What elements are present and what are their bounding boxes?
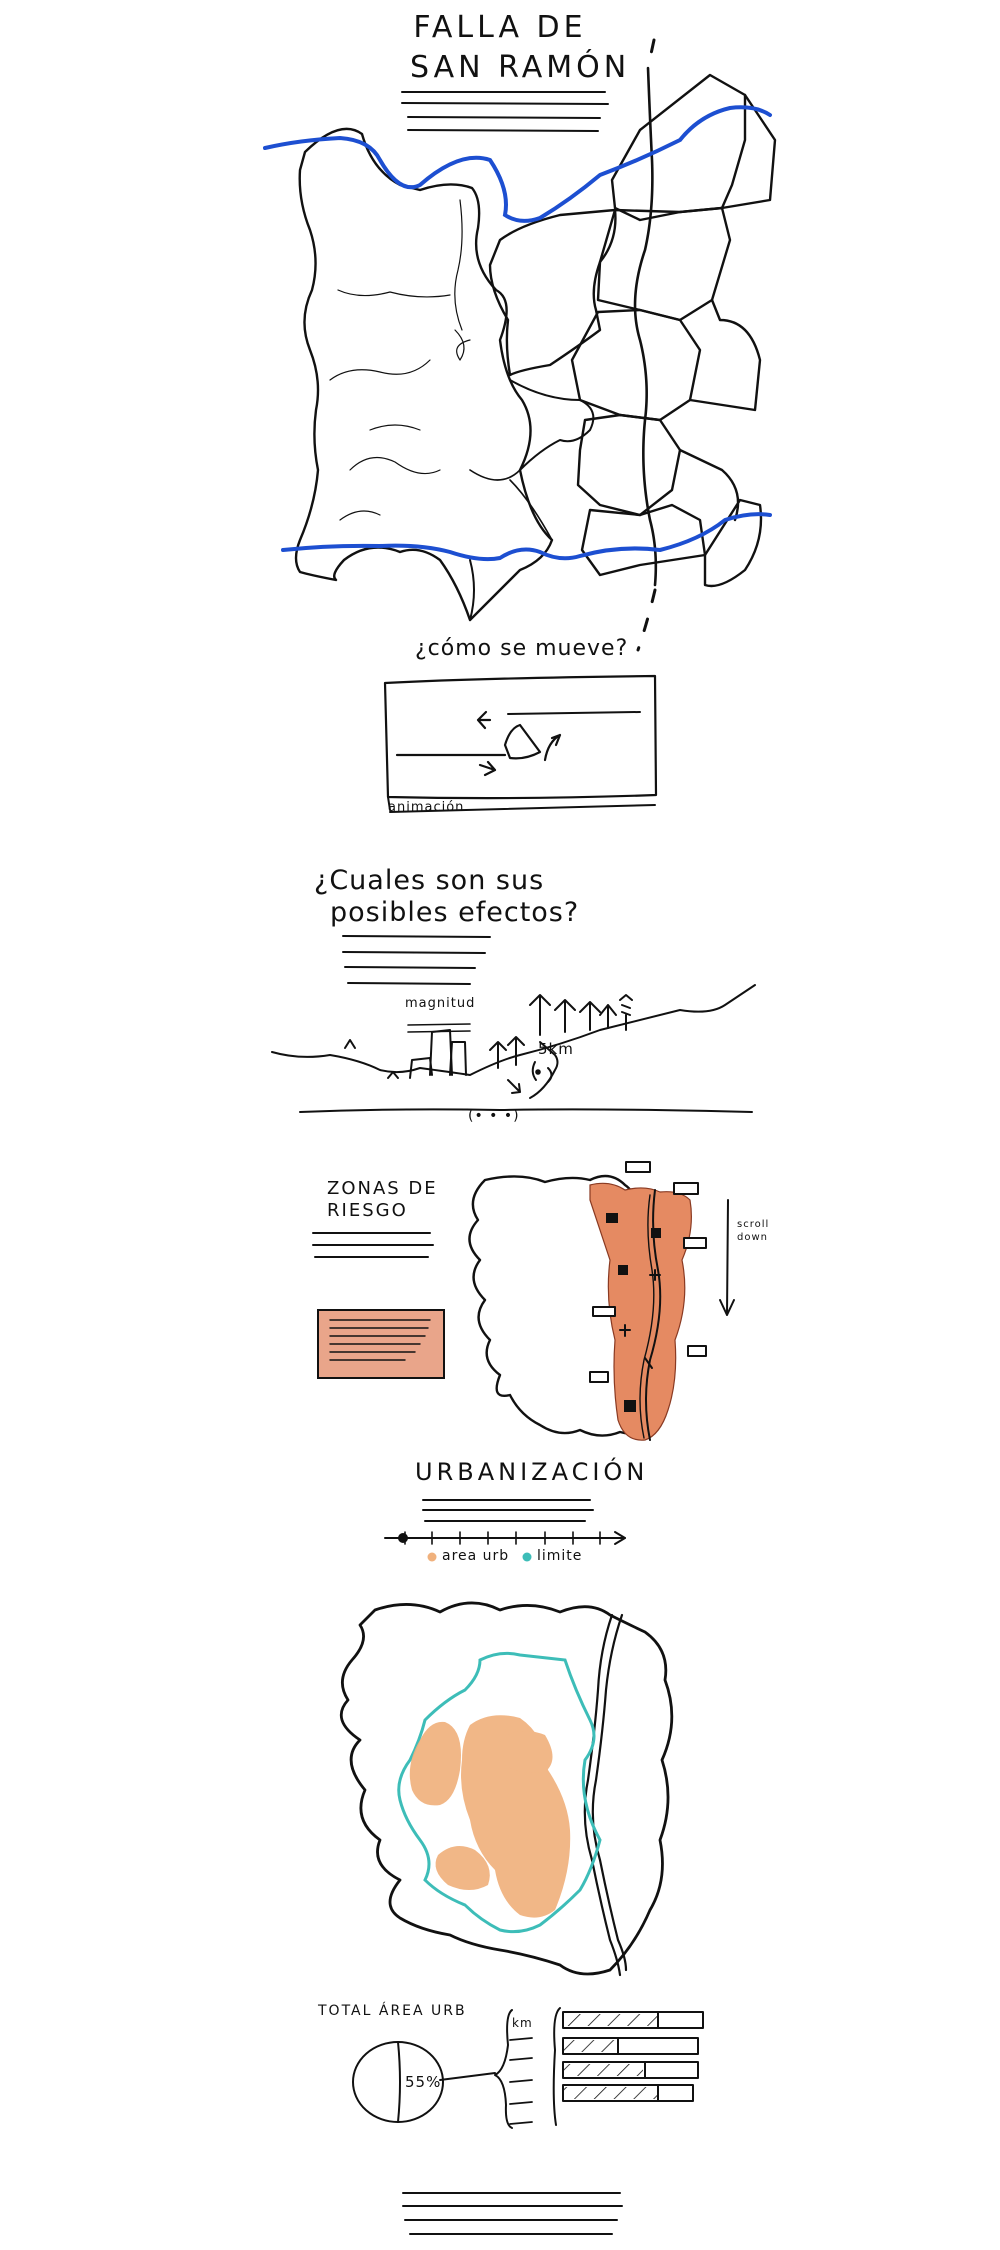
animation-box <box>383 674 658 813</box>
risk-zone-orange <box>589 1182 692 1441</box>
scroll-hint-line2: down <box>737 1232 768 1243</box>
title-underline <box>401 91 609 132</box>
map-middle-lower <box>509 379 595 471</box>
urban-legend-dots <box>427 1552 532 1562</box>
risk-title: ZONAS DE RIESGO <box>327 1178 438 1222</box>
total-bracket <box>494 2007 561 2129</box>
effects-question-line2: posibles efectos? <box>330 897 580 928</box>
urban-title: URBANIZACIÓN <box>415 1458 649 1486</box>
risk-map <box>468 1161 735 1441</box>
total-list-lines <box>509 2037 533 2125</box>
page-title-line2: SAN RAMÓN <box>410 50 631 85</box>
urban-area-blobs <box>409 1715 571 1918</box>
magnitude-label: magnitud <box>405 996 476 1011</box>
urban-map <box>339 1601 674 1977</box>
fault-line <box>633 66 658 587</box>
dots-label: (• • •) <box>468 1108 520 1124</box>
risk-title-line1: ZONAS DE <box>327 1178 438 1199</box>
pie-percent: 55% <box>405 2073 442 2091</box>
upper-blue-line <box>263 105 772 223</box>
risk-text-lines <box>312 1232 434 1258</box>
move-question: ¿cómo se mueve? <box>415 636 629 661</box>
scroll-hint: scroll down <box>737 1218 769 1244</box>
map-internal-lines <box>329 199 471 521</box>
effects-question-line1: ¿Cuales son sus <box>314 865 545 896</box>
timeline-slider[interactable] <box>384 1531 626 1545</box>
list-unit: km <box>512 2016 533 2030</box>
distance-label: 5km <box>538 1040 574 1058</box>
map-left-region <box>294 127 554 622</box>
timeline-handle[interactable] <box>398 1533 408 1543</box>
urban-limit-line <box>397 1651 602 1934</box>
animation-caption: animación <box>388 800 465 815</box>
total-pie <box>352 2041 496 2123</box>
footer-lines <box>402 2192 623 2235</box>
urban-title-lines <box>422 1499 594 1522</box>
lower-blue-line <box>281 512 772 562</box>
legend-limit: limite <box>537 1548 583 1564</box>
page-title-line1: FALLA DE <box>413 10 587 45</box>
risk-title-line2: RIESGO <box>327 1200 408 1221</box>
effects-text-lines <box>342 935 491 985</box>
legend-urban-area: area urb <box>442 1548 510 1564</box>
fault-map <box>263 38 777 652</box>
total-bars <box>562 2011 704 2102</box>
landscape-sketch <box>271 984 756 1113</box>
total-title: TOTAL ÁREA URB <box>318 2003 467 2019</box>
scroll-hint-line1: scroll <box>737 1219 770 1230</box>
effects-question: ¿Cuales son sus posibles efectos? <box>314 865 579 929</box>
map-middle-region <box>488 208 617 377</box>
map-right-region <box>678 93 777 588</box>
risk-legend-box <box>317 1309 445 1379</box>
page-title: FALLA DE SAN RAMÓN <box>410 8 631 88</box>
